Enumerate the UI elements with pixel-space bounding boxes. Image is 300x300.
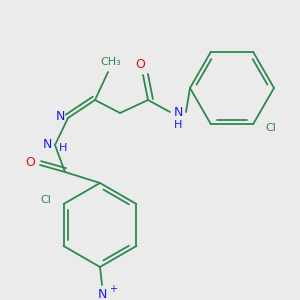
Text: +: + [109,284,117,294]
Text: Cl: Cl [40,195,51,205]
Text: CH₃: CH₃ [100,57,122,67]
Text: Cl: Cl [266,123,276,134]
Text: N: N [173,106,183,118]
Text: H: H [174,120,182,130]
Text: O: O [135,58,145,71]
Text: N: N [42,139,52,152]
Text: N: N [55,110,65,122]
Text: O: O [25,155,35,169]
Text: H: H [59,143,67,153]
Text: N: N [97,289,107,300]
